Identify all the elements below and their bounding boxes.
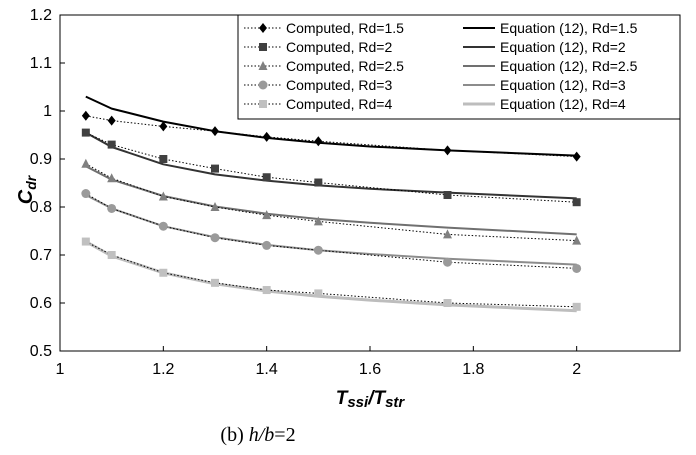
computed-point-4 <box>262 240 272 250</box>
computed-point-4 <box>313 245 323 255</box>
computed-point-3 <box>158 191 168 201</box>
legend-label-computed: Computed, Rd=4 <box>286 96 392 112</box>
computed-point-2 <box>443 191 452 199</box>
computed-line-4 <box>85 193 577 269</box>
figure-caption: (b) h/b=2 <box>220 424 295 446</box>
y-axis-title: Cdr <box>15 174 39 204</box>
computed-point-1 <box>159 121 168 132</box>
computed-point-2 <box>107 140 116 149</box>
computed-point-5 <box>262 286 271 295</box>
computed-point-5 <box>159 268 168 277</box>
legend-label-equation: Equation (12), Rd=3 <box>500 77 626 93</box>
computed-point-5 <box>211 278 219 287</box>
x-axis: 1 1.2 1.4 1.6 1.8 2 <box>56 346 581 378</box>
legend-items: Computed, Rd=1.5 Computed, Rd=2 Computed, … <box>244 20 638 112</box>
computed-line-2 <box>85 132 577 203</box>
computed-point-5 <box>443 299 452 307</box>
computed-point-4 <box>107 203 117 213</box>
computed-point-3 <box>210 202 220 211</box>
y-tick-label: 0.7 <box>30 247 52 264</box>
computed-point-5 <box>314 289 323 298</box>
legend-label-equation: Equation (12), Rd=1.5 <box>500 20 638 36</box>
y-axis: 0.5 0.6 0.7 0.8 0.9 1 1.1 1.2 <box>30 7 65 360</box>
y-axis-title-sub: dr <box>23 174 39 190</box>
series-layer <box>81 95 582 313</box>
legend-marker-computed <box>259 100 267 108</box>
computed-line-1 <box>85 115 577 158</box>
computed-point-1 <box>211 126 219 137</box>
legend-label-equation: Equation (12), Rd=2.5 <box>500 58 638 74</box>
y-tick-label: 0.9 <box>30 151 52 168</box>
x-axis-title-main: T <box>336 388 349 409</box>
x-tick-label: 1.8 <box>462 361 484 378</box>
y-tick-label: 1 <box>43 103 52 120</box>
computed-point-4 <box>572 263 582 273</box>
computed-point-2 <box>211 164 219 173</box>
legend-box <box>237 14 681 120</box>
computed-point-3 <box>443 229 452 239</box>
computed-point-1 <box>443 145 452 156</box>
x-axis-title-slash: /T <box>367 388 386 409</box>
legend-marker-computed <box>258 61 268 70</box>
legend-marker-computed <box>259 23 267 33</box>
computed-point-3 <box>107 173 117 183</box>
x-axis-title: Tssi/Tstr <box>336 388 406 411</box>
legend-label-computed: Computed, Rd=2.5 <box>286 58 404 74</box>
computed-point-2 <box>314 178 323 187</box>
computed-point-1 <box>81 110 90 121</box>
equation-line-2 <box>85 131 577 200</box>
legend-marker-computed <box>258 80 268 90</box>
computed-point-2 <box>572 198 581 207</box>
computed-point-2 <box>262 173 271 182</box>
x-axis-title-sub2: str <box>385 394 405 411</box>
computed-point-1 <box>314 136 323 147</box>
x-tick-label: 1.4 <box>256 361 278 378</box>
y-tick-label: 1.2 <box>30 7 52 24</box>
computed-point-1 <box>572 151 581 162</box>
computed-point-1 <box>262 131 271 142</box>
computed-point-2 <box>159 155 168 163</box>
legend-label-equation: Equation (12), Rd=2 <box>500 39 626 55</box>
computed-line-3 <box>85 163 577 242</box>
computed-point-5 <box>81 237 90 246</box>
computed-point-5 <box>572 302 581 311</box>
legend-label-computed: Computed, Rd=2 <box>286 39 392 55</box>
x-tick-label: 1.6 <box>359 361 381 378</box>
y-axis-title-main: C <box>15 189 37 204</box>
computed-point-3 <box>313 216 323 226</box>
computed-point-4 <box>443 257 452 267</box>
y-tick-label: 0.6 <box>30 295 52 312</box>
caption-prefix: (b) <box>220 424 248 446</box>
y-tick-label: 0.5 <box>30 343 52 360</box>
x-tick-label: 2 <box>572 361 581 378</box>
computed-point-2 <box>81 128 90 137</box>
legend-label-equation: Equation (12), Rd=4 <box>500 96 626 112</box>
x-tick-label: 1 <box>56 361 65 378</box>
legend: Computed, Rd=1.5 Computed, Rd=2 Computed, … <box>237 14 681 120</box>
computed-point-3 <box>81 158 91 168</box>
computed-point-5 <box>107 251 116 259</box>
computed-point-1 <box>107 115 116 126</box>
caption-italic: h/b <box>249 424 275 446</box>
legend-label-computed: Computed, Rd=1.5 <box>286 20 404 36</box>
computed-point-4 <box>158 221 168 231</box>
y-tick-label: 0.8 <box>30 199 52 216</box>
legend-label-computed: Computed, Rd=3 <box>286 77 392 93</box>
legend-marker-computed <box>259 43 267 51</box>
computed-point-3 <box>572 235 582 245</box>
x-tick-label: 1.2 <box>152 361 174 378</box>
computed-point-3 <box>262 210 272 220</box>
computed-point-4 <box>210 233 220 243</box>
caption-suffix: =2 <box>274 424 295 446</box>
computed-point-4 <box>81 189 91 199</box>
x-axis-title-sub1: ssi <box>347 394 369 411</box>
y-tick-label: 1.1 <box>30 55 52 72</box>
